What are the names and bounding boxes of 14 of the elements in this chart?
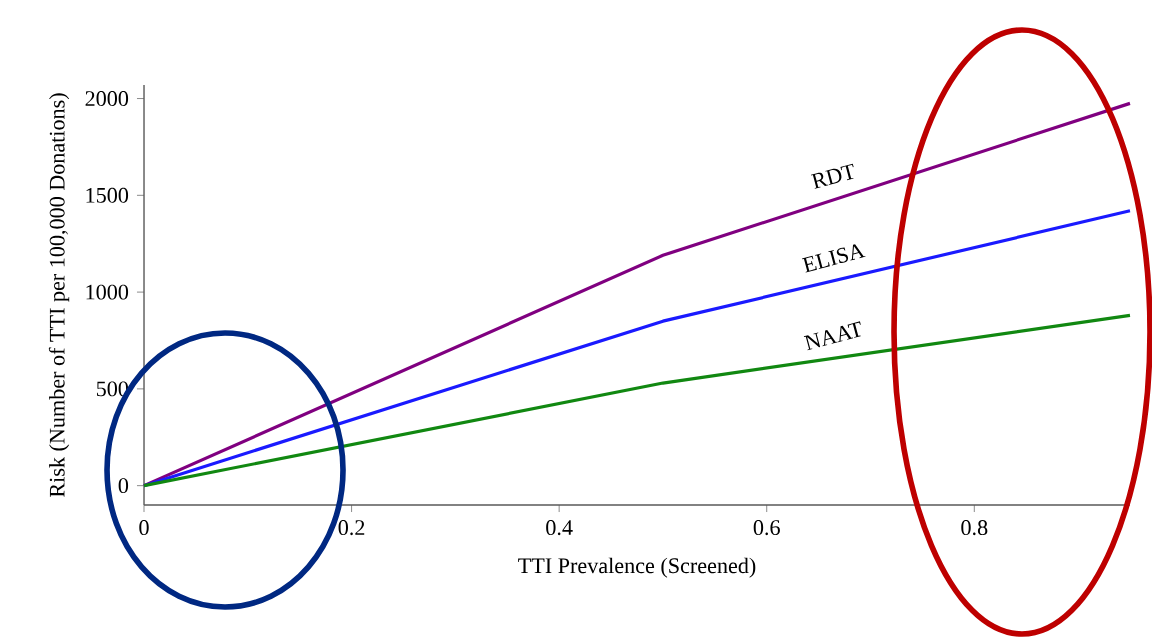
y-tick-label: 0	[118, 478, 129, 494]
y-tick-label: 1000	[86, 284, 129, 300]
y-tick-label: 1500	[86, 187, 129, 203]
x-tick-label: 0.2	[338, 520, 365, 536]
y-axis-title: Risk (Number of TTI per 100,000 Donations)	[48, 93, 70, 497]
x-tick-label: 0	[139, 520, 149, 536]
x-tick-label: 0.8	[961, 520, 988, 536]
x-tick-label: 0.4	[546, 520, 573, 536]
text: RDT	[810, 163, 854, 189]
x-axis-title: TTI Prevalence (Screened)	[518, 557, 756, 578]
text: NAAT	[803, 321, 861, 351]
y-tick-label: 2000	[85, 91, 129, 107]
x-tick-label: 0.6	[753, 520, 780, 536]
text: ELISA	[802, 244, 866, 273]
